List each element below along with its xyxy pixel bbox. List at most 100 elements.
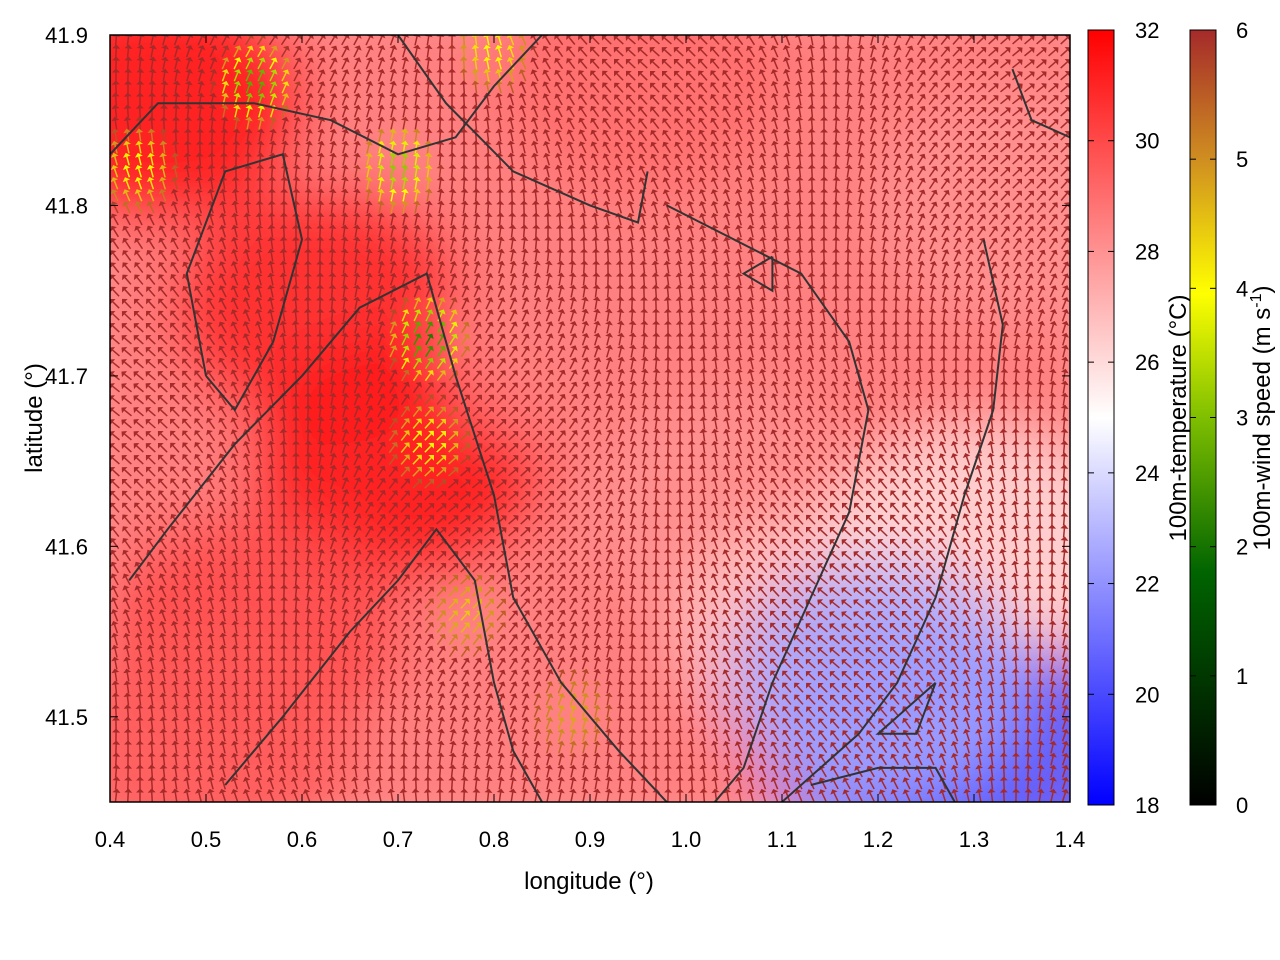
- wind-arrow: [964, 35, 974, 45]
- wind-arrow-head: [819, 44, 828, 49]
- wind-arrow: [686, 70, 696, 81]
- wind-arrow-shaft: [604, 37, 612, 45]
- wind-arrow: [365, 81, 374, 94]
- wind-arrow: [746, 35, 756, 46]
- wind-arrow: [758, 57, 767, 70]
- wind-arrow-shaft: [556, 60, 564, 70]
- wind-arrow-head: [844, 92, 853, 98]
- wind-arrow-shaft: [545, 96, 551, 106]
- wind-arrow-shaft: [186, 72, 190, 82]
- wind-arrow-head: [184, 104, 193, 109]
- wind-arrow-shaft: [1048, 37, 1056, 45]
- wind-arrow-head: [401, 68, 409, 74]
- wind-arrow-shaft: [377, 72, 383, 82]
- wind-arrow-head: [112, 56, 121, 61]
- wind-arrow: [459, 44, 468, 58]
- wind-arrow-head: [944, 82, 950, 89]
- wind-arrow-shaft: [654, 276, 658, 286]
- wind-arrow-shaft: [438, 84, 442, 94]
- wind-arrow-shaft: [700, 96, 708, 106]
- wind-arrow-shaft: [305, 84, 311, 94]
- wind-arrow-head: [365, 92, 374, 98]
- wind-arrow-shaft: [773, 36, 779, 46]
- wind-arrow: [257, 69, 266, 82]
- wind-arrow-shaft: [317, 84, 323, 94]
- wind-arrow: [436, 56, 445, 70]
- wind-arrow: [148, 80, 157, 94]
- wind-arrow-shaft: [533, 96, 539, 106]
- wind-arrow-shaft: [245, 84, 251, 94]
- wind-arrow-shaft: [712, 96, 720, 106]
- wind-arrow-shaft: [773, 48, 779, 58]
- wind-arrow: [353, 45, 362, 58]
- wind-arrow: [661, 35, 672, 45]
- wind-arrow: [566, 58, 576, 70]
- wind-arrow-shaft: [858, 72, 862, 82]
- wind-arrow-shaft: [269, 60, 275, 70]
- wind-arrow-shaft: [606, 252, 610, 262]
- wind-arrow-head: [246, 57, 254, 63]
- wind-arrow-shaft: [798, 96, 802, 106]
- wind-arrow-shaft: [438, 120, 442, 130]
- wind-arrow: [976, 95, 987, 105]
- wind-arrow-shaft: [292, 36, 300, 46]
- wind-arrow-head: [566, 70, 573, 76]
- wind-arrow-shaft: [474, 204, 478, 214]
- wind-arrow: [928, 35, 938, 46]
- wind-arrow-shaft: [450, 156, 454, 166]
- wind-arrow-shaft: [582, 264, 586, 274]
- wind-arrow-head: [136, 92, 144, 97]
- wind-arrow-shaft: [510, 216, 514, 226]
- wind-arrow-head: [378, 35, 386, 39]
- wind-arrow: [471, 68, 480, 82]
- wind-arrow: [746, 81, 755, 94]
- wind-arrow-shaft: [869, 96, 875, 106]
- wind-arrow-shaft: [798, 72, 802, 82]
- wind-arrow-shaft: [652, 73, 660, 81]
- wind-arrow-shaft: [233, 72, 239, 82]
- wind-arrow-shaft: [414, 48, 418, 58]
- wind-arrow-shaft: [221, 84, 227, 94]
- wind-arrow-shaft: [846, 48, 850, 58]
- wind-arrow-shaft: [533, 72, 539, 82]
- wind-arrow-head: [919, 45, 926, 52]
- wind-arrow-shaft: [616, 37, 624, 45]
- wind-arrow-shaft: [1036, 73, 1044, 81]
- wind-arrow: [819, 44, 828, 58]
- wind-arrow-shaft: [486, 36, 490, 46]
- wind-arrow-head: [377, 45, 386, 51]
- wind-arrow-head: [506, 80, 515, 86]
- wind-arrow-head: [698, 82, 705, 88]
- wind-arrow-shaft: [282, 240, 286, 250]
- wind-arrow-shaft: [162, 36, 166, 46]
- wind-arrow: [795, 68, 803, 82]
- wind-arrow-shaft: [114, 48, 118, 58]
- wind-arrow-shaft: [293, 48, 299, 58]
- wind-arrow: [662, 71, 672, 81]
- wind-arrow: [1060, 71, 1070, 81]
- wind-arrow: [269, 57, 278, 70]
- wind-arrow: [988, 35, 999, 45]
- wind-arrow-head: [233, 81, 242, 86]
- wind-arrow-shaft: [761, 96, 767, 106]
- wind-arrow-shaft: [389, 36, 395, 46]
- wind-arrow-head: [625, 35, 632, 41]
- wind-arrow-head: [819, 56, 828, 61]
- wind-arrow: [638, 94, 648, 105]
- wind-arrow: [136, 92, 144, 106]
- wind-arrow-head: [943, 46, 950, 53]
- wind-arrow-shaft: [150, 84, 154, 94]
- wind-arrow-head: [578, 58, 585, 65]
- wind-arrow-head: [943, 35, 950, 40]
- wind-arrow-head: [614, 59, 620, 65]
- wind-arrow: [590, 46, 600, 57]
- wind-arrow-shaft: [964, 97, 972, 105]
- wind-arrow-head: [258, 45, 266, 52]
- wind-arrow: [856, 44, 865, 58]
- wind-arrow-head: [354, 35, 362, 39]
- wind-arrow: [976, 47, 987, 57]
- wind-arrow: [602, 47, 612, 57]
- wind-arrow: [637, 59, 648, 69]
- wind-arrow-head: [196, 92, 205, 98]
